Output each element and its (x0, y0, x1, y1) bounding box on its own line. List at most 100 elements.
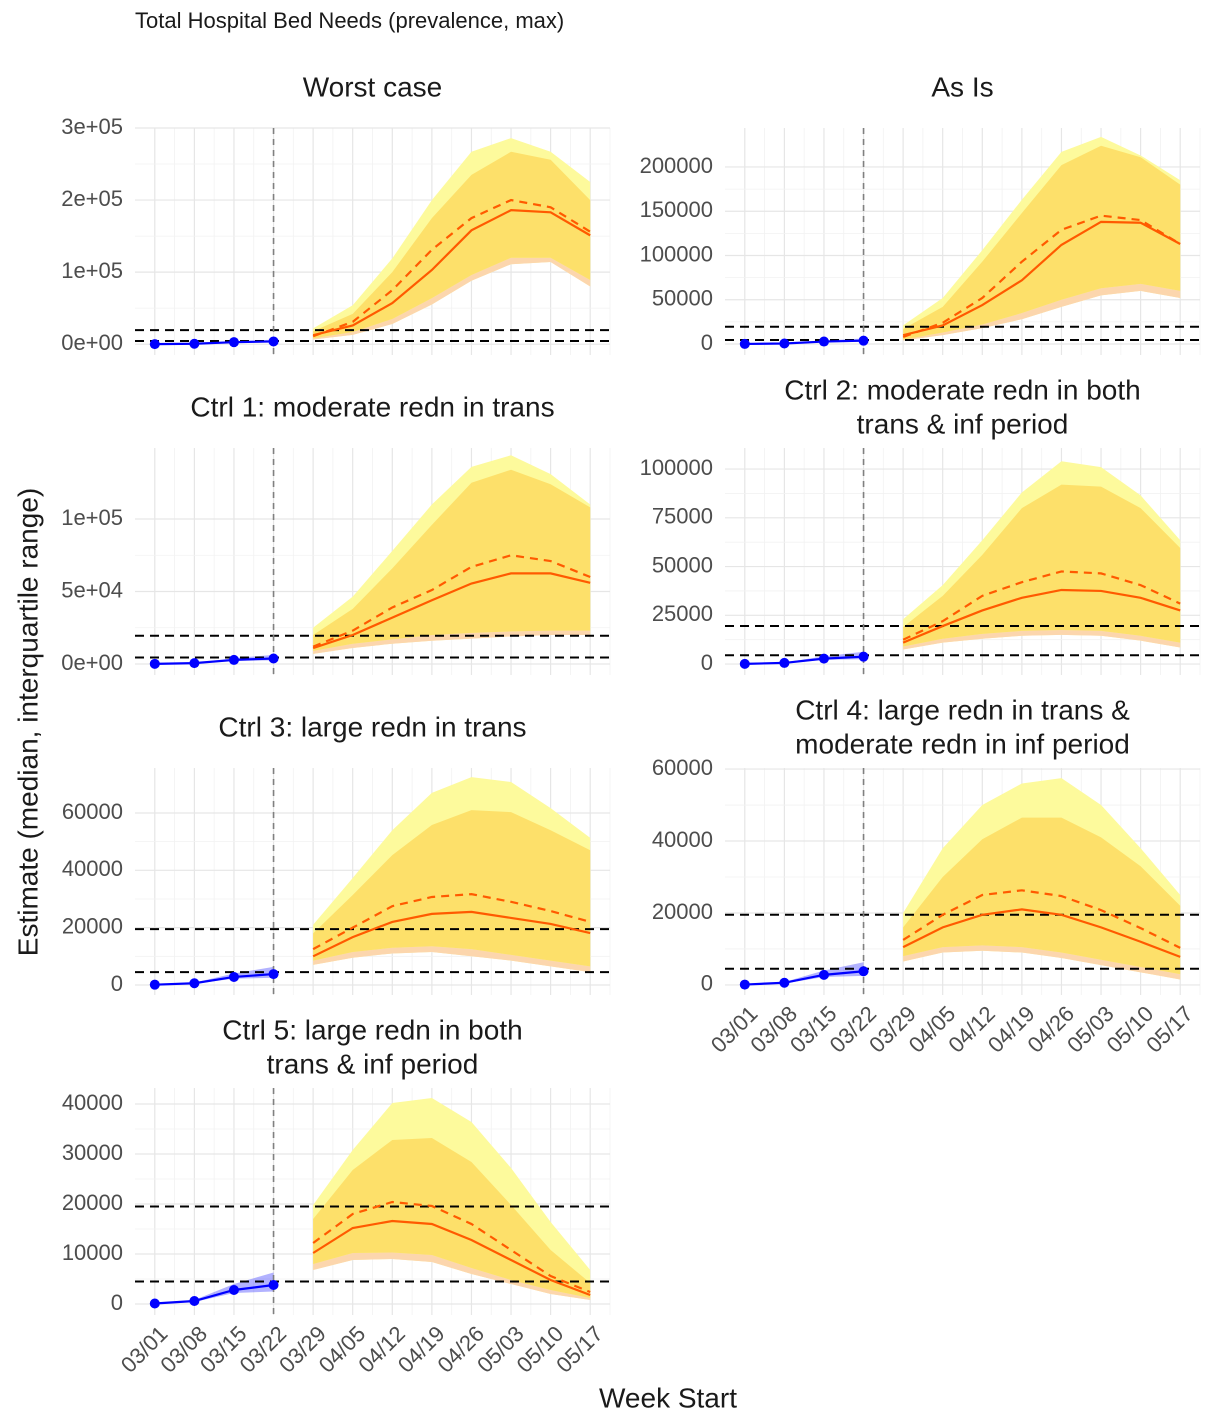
dashed-line (312, 893, 591, 951)
observed-point (189, 658, 200, 669)
y-tick-label: 10000 (62, 1240, 123, 1265)
observed-point (818, 336, 829, 347)
panel: Ctrl 1: moderate redn in trans 0e+00 5e+04… (61, 391, 611, 675)
y-tick-label: 40000 (62, 856, 123, 881)
panel-title: Ctrl 4: large redn in trans & (795, 694, 1130, 725)
y-tick-label: 1e+05 (61, 258, 123, 283)
panel-title: trans & inf period (857, 408, 1069, 439)
observed-point (149, 339, 160, 350)
y-tick-label: 2e+05 (61, 186, 123, 211)
panel-title: As Is (931, 71, 993, 102)
inner-ribbon (313, 1138, 591, 1298)
median-line (312, 572, 591, 650)
y-tick-label: 100000 (640, 455, 713, 480)
y-tick-label: 0 (111, 971, 123, 996)
median-line (902, 220, 1181, 337)
median-line (902, 908, 1181, 958)
observed-point (189, 338, 200, 349)
dashed-line (312, 198, 591, 338)
observed-point (228, 971, 239, 982)
panel: Ctrl 3: large redn in trans 0 20000 40000 60… (62, 711, 611, 996)
y-tick-label: 0e+00 (61, 650, 123, 675)
panel-title: Ctrl 2: moderate redn in both (784, 374, 1140, 405)
inner-ribbon (903, 484, 1181, 647)
y-tick-label: 1e+05 (61, 505, 123, 530)
y-tick-label: 40000 (62, 1090, 123, 1115)
observed-point (858, 651, 869, 662)
y-tick-label: 20000 (62, 913, 123, 938)
observed-point (779, 977, 790, 988)
observed-point (779, 338, 790, 349)
observed-point (228, 654, 239, 665)
y-tick-label: 30000 (62, 1140, 123, 1165)
panel-title: Ctrl 3: large redn in trans (218, 711, 526, 742)
observed-point (268, 336, 279, 347)
y-tick-label: 150000 (640, 197, 713, 222)
observed-point (268, 969, 279, 980)
y-tick-label: 50000 (652, 286, 713, 311)
x-axis-label: Week Start (599, 1382, 737, 1413)
observed-point (858, 335, 869, 346)
median-line (312, 1219, 591, 1297)
panel-title: trans & inf period (267, 1048, 479, 1079)
y-tick-label: 0 (701, 330, 713, 355)
observed-point (149, 979, 160, 990)
y-tick-label: 3e+05 (61, 114, 123, 139)
observed-line (154, 1283, 274, 1305)
observed-point (818, 653, 829, 664)
y-tick-label: 0 (701, 650, 713, 675)
observed-line (744, 655, 864, 665)
observed-line (154, 340, 274, 346)
observed-point (739, 979, 750, 990)
y-tick-label: 0e+00 (61, 330, 123, 355)
y-tick-label: 0 (111, 1290, 123, 1315)
panel: Worst case 0e+00 1e+05 2e+05 3e+05 (61, 71, 611, 355)
inner-ribbon (903, 145, 1181, 340)
y-tick-label: 60000 (62, 799, 123, 824)
observed-point (739, 338, 750, 349)
y-tick-label: 200000 (640, 153, 713, 178)
panel-title: moderate redn in inf period (795, 728, 1130, 759)
observed-point (149, 1298, 160, 1309)
lower-ribbon (313, 1252, 591, 1300)
lower-ribbon (313, 257, 591, 340)
observed-line (744, 339, 864, 346)
observed-point (228, 1285, 239, 1295)
inner-ribbon (313, 151, 591, 339)
panel-title: Worst case (303, 71, 443, 102)
y-axis-label: Estimate (median, interquartile range) (12, 488, 43, 956)
observed-point (858, 966, 869, 977)
observed-point (268, 1280, 279, 1290)
observed-line (154, 972, 274, 986)
observed-point (228, 337, 239, 348)
chart-title: Total Hospital Bed Needs (prevalence, ma… (135, 8, 564, 33)
dashed-line (312, 554, 591, 648)
median-line (902, 588, 1181, 644)
panel-title: Ctrl 5: large redn in both (222, 1014, 522, 1045)
observed-point (189, 1296, 200, 1306)
y-tick-label: 20000 (652, 899, 713, 924)
observed-point (189, 978, 200, 989)
observed-point (779, 657, 790, 668)
x-tick-label: 05/17 (1141, 1001, 1198, 1058)
inner-ribbon (313, 469, 591, 651)
panel: As Is 0 50000 100000 150000 200000 (640, 71, 1201, 355)
y-tick-label: 100000 (640, 241, 713, 266)
observed-line (744, 970, 864, 986)
inner-ribbon (313, 810, 591, 967)
observed-line (154, 657, 274, 665)
panel-title: Ctrl 1: moderate redn in trans (190, 391, 554, 422)
panel: Ctrl 4: large redn in trans &moderate re… (652, 694, 1201, 1058)
observed-point (268, 653, 279, 664)
lower-ribbon (903, 945, 1181, 980)
observed-point (149, 658, 160, 669)
y-tick-label: 50000 (652, 552, 713, 577)
y-tick-label: 60000 (652, 755, 713, 780)
observed-point (818, 969, 829, 980)
lower-ribbon (903, 283, 1181, 341)
y-tick-label: 20000 (62, 1190, 123, 1215)
